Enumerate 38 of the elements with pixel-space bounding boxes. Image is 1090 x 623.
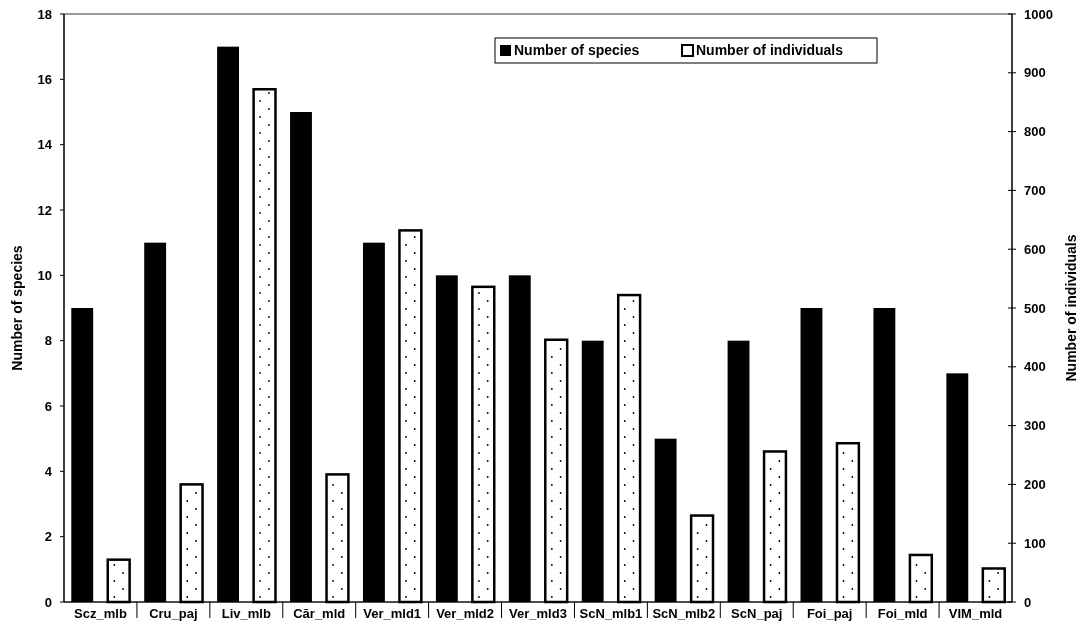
y-tick-label: 4 <box>44 463 53 479</box>
x-tick-label: ScN_mlb1 <box>579 606 643 621</box>
y-tick-label: 8 <box>44 333 52 349</box>
y2-tick-label: 0 <box>1024 594 1032 610</box>
y-tick-label: 6 <box>44 398 52 414</box>
y-tick-label: 18 <box>37 6 52 22</box>
y-tick-label: 12 <box>37 202 52 218</box>
y2-tick-label: 800 <box>1024 124 1046 140</box>
legend-label: Number of species <box>514 42 640 58</box>
y2-tick-label: 1000 <box>1024 6 1053 22</box>
x-tick-label: ScN_paj <box>731 606 783 621</box>
x-tick-label: VIM_mld <box>948 606 1003 621</box>
x-tick-label: Foi_paj <box>806 606 853 621</box>
y2-axis-title: Number of individuals <box>1063 234 1079 382</box>
x-tick-label: Liv_mlb <box>221 606 271 621</box>
x-tick-label: Ver_mld1 <box>363 606 422 621</box>
y2-tick-label: 300 <box>1024 418 1046 434</box>
y-tick-label: 10 <box>37 267 52 283</box>
y-tick-label: 14 <box>37 137 53 153</box>
y2-tick-label: 900 <box>1024 65 1046 81</box>
x-tick-label: Ver_mld2 <box>436 606 494 621</box>
x-tick-label: Foi_mld <box>877 606 928 621</box>
y-axis-title: Number of species <box>9 245 25 371</box>
y-tick-label: 16 <box>37 71 52 87</box>
y-tick-label: 0 <box>44 594 52 610</box>
x-tick-label: Cru_paj <box>149 606 198 621</box>
legend-label: Number of individuals <box>696 42 844 58</box>
y2-tick-label: 100 <box>1024 535 1046 551</box>
x-tick-label: ScN_mlb2 <box>652 606 716 621</box>
y2-tick-label: 700 <box>1024 182 1046 198</box>
y2-tick-label: 600 <box>1024 241 1046 257</box>
x-tick-label: Scz_mlb <box>74 606 127 621</box>
x-tick-label: Căr_mld <box>293 606 346 621</box>
y2-tick-label: 200 <box>1024 476 1046 492</box>
y2-tick-label: 400 <box>1024 359 1046 375</box>
x-tick-label: Ver_mld3 <box>509 606 567 621</box>
y-tick-label: 2 <box>44 529 52 545</box>
y2-tick-label: 500 <box>1024 300 1046 316</box>
